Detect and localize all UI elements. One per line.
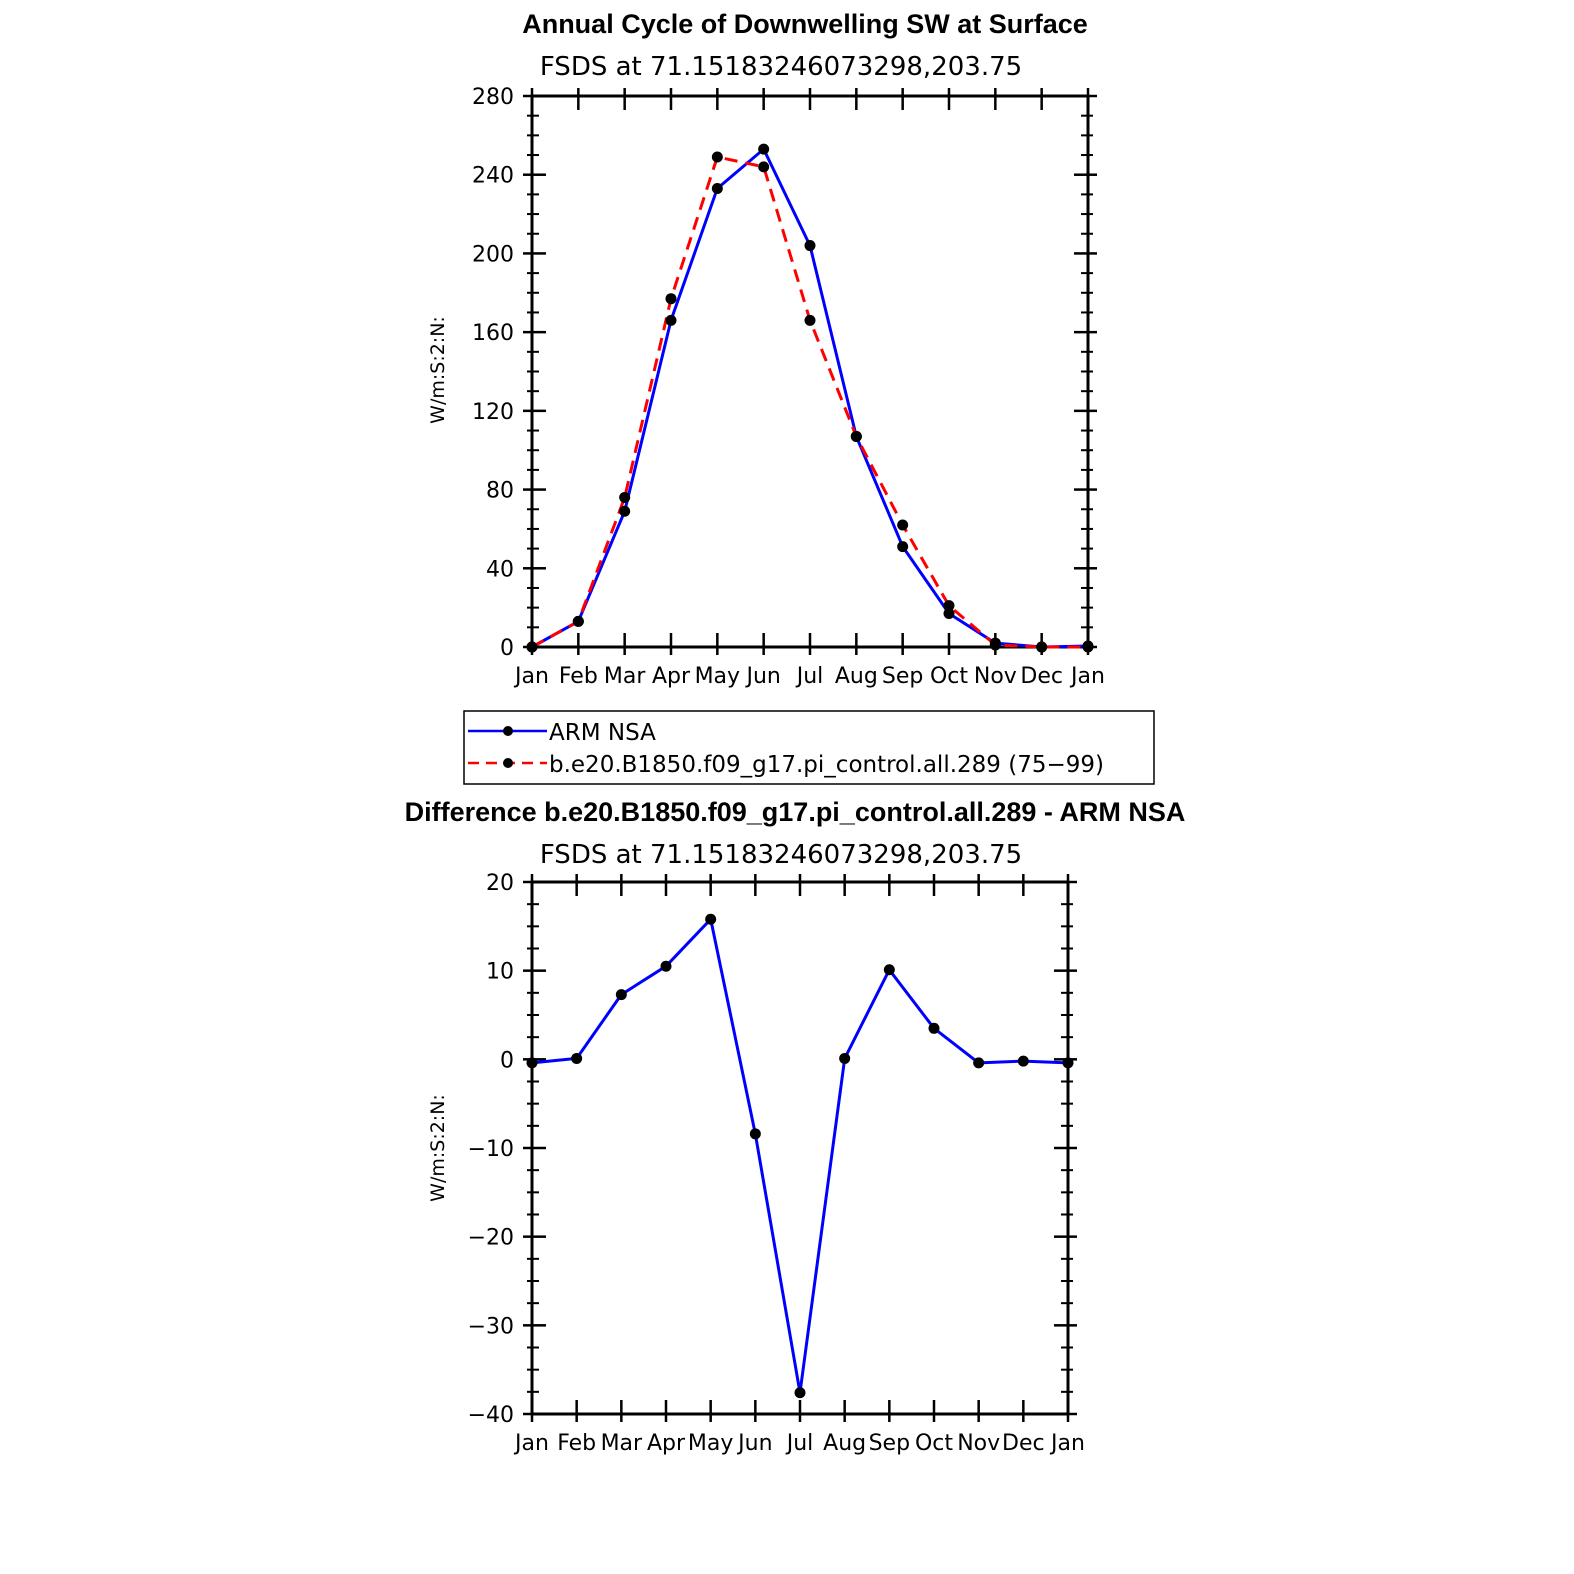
legend-marker-arm-nsa: [503, 726, 513, 736]
x-tick-label: Jan: [1049, 1431, 1085, 1456]
legend-marker-model: [503, 758, 513, 768]
data-point: [749, 1128, 761, 1140]
x-tick-label: Nov: [974, 664, 1017, 689]
data-point: [1036, 641, 1048, 653]
data-point: [619, 505, 631, 517]
chart-title: Difference b.e20.B1850.f09_g17.pi_contro…: [405, 797, 1186, 827]
data-point: [850, 430, 862, 442]
y-tick-label: 240: [472, 164, 514, 189]
legend-entry-arm-nsa: ARM NSA: [468, 720, 656, 746]
data-point: [526, 1057, 538, 1069]
x-tick-label: Jan: [513, 1431, 549, 1456]
data-point: [526, 641, 538, 653]
x-tick-label: May: [688, 1431, 733, 1456]
series-line-0: [531, 917, 1069, 1395]
x-tick-label: Aug: [823, 1431, 866, 1456]
y-tick-label: 0: [500, 636, 514, 661]
data-point: [571, 1052, 583, 1064]
data-point: [758, 143, 770, 155]
legend-label-model: b.e20.B1850.f09_g17.pi_control.all.289 (…: [549, 752, 1104, 778]
data-point: [615, 989, 627, 1001]
x-tick-label: Jun: [736, 1431, 772, 1456]
data-point: [943, 608, 955, 620]
y-axis-label: W/m:S:2:N:: [427, 316, 449, 424]
y-axis-label: W/m:S:2:N:: [427, 1094, 449, 1202]
chart-title: Annual Cycle of Downwelling SW at Surfac…: [522, 9, 1088, 39]
y-tick-label: −10: [468, 1137, 514, 1162]
y-tick-label: −20: [468, 1226, 514, 1251]
difference-panel: Difference b.e20.B1850.f09_g17.pi_contro…: [405, 797, 1186, 1456]
data-point: [705, 913, 717, 925]
data-point: [928, 1022, 940, 1034]
y-tick-label: −40: [468, 1403, 514, 1428]
y-tick-label: 280: [472, 85, 514, 110]
legend-label-arm-nsa: ARM NSA: [549, 720, 656, 746]
data-point: [794, 1387, 806, 1399]
x-tick-label: Mar: [601, 1431, 643, 1456]
y-tick-label: −30: [468, 1314, 514, 1339]
x-tick-label: Nov: [957, 1431, 1000, 1456]
legend-entry-model: b.e20.B1850.f09_g17.pi_control.all.289 (…: [468, 752, 1104, 778]
data-point: [758, 161, 770, 173]
x-tick-label: Jan: [513, 664, 549, 689]
x-tick-label: May: [695, 664, 740, 689]
data-point: [665, 314, 677, 326]
chart-subtitle: FSDS at 71.15183246073298,203.75: [540, 52, 1022, 82]
data-point: [839, 1052, 851, 1064]
x-tick-label: Feb: [557, 1431, 596, 1456]
data-point: [1082, 641, 1094, 653]
data-point: [572, 615, 584, 627]
data-point: [804, 314, 816, 326]
data-point: [711, 151, 723, 163]
y-tick-label: 120: [472, 400, 514, 425]
x-tick-label: Dec: [1020, 664, 1063, 689]
data-point: [619, 491, 631, 503]
annual-cycle-panel: Annual Cycle of Downwelling SW at Surfac…: [427, 9, 1105, 689]
y-tick-label: 160: [472, 321, 514, 346]
data-point: [943, 600, 955, 612]
x-tick-label: Jan: [1069, 664, 1105, 689]
y-tick-label: 80: [486, 479, 514, 504]
data-point: [804, 240, 816, 252]
data-point: [711, 182, 723, 194]
data-point: [897, 519, 909, 531]
x-tick-label: Jul: [795, 664, 824, 689]
x-tick-label: Mar: [604, 664, 646, 689]
y-tick-label: 20: [486, 871, 514, 896]
series-line-0: [531, 147, 1089, 649]
x-tick-label: Apr: [647, 1431, 686, 1456]
x-tick-label: Aug: [835, 664, 878, 689]
data-point: [1062, 1057, 1074, 1069]
legend: ARM NSA b.e20.B1850.f09_g17.pi_control.a…: [463, 710, 1155, 785]
x-tick-label: Jun: [744, 664, 780, 689]
data-point: [973, 1057, 985, 1069]
x-tick-label: Dec: [1002, 1431, 1045, 1456]
plot-frame: [530, 94, 1090, 649]
x-tick-label: Feb: [559, 664, 598, 689]
data-point: [897, 541, 909, 553]
data-point: [665, 293, 677, 305]
x-tick-label: Sep: [882, 664, 923, 689]
data-point: [883, 964, 895, 976]
chart-subtitle: FSDS at 71.15183246073298,203.75: [540, 840, 1022, 870]
x-tick-label: Oct: [930, 664, 968, 689]
legend-box: [463, 710, 1155, 785]
data-point: [989, 639, 1001, 651]
data-point: [660, 960, 672, 972]
y-tick-label: 200: [472, 242, 514, 267]
plot-frame: [530, 880, 1070, 1416]
y-tick-label: 0: [500, 1048, 514, 1073]
x-tick-label: Apr: [652, 664, 691, 689]
x-tick-label: Jul: [785, 1431, 814, 1456]
y-tick-label: 40: [486, 557, 514, 582]
data-point: [1017, 1055, 1029, 1067]
x-tick-label: Sep: [869, 1431, 910, 1456]
series-line-1: [531, 155, 1088, 649]
x-tick-label: Oct: [915, 1431, 953, 1456]
y-tick-label: 10: [486, 960, 514, 985]
